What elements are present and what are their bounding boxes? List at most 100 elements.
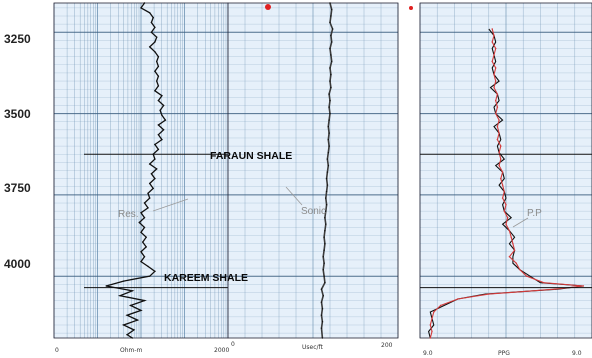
resistivity-label-pointer xyxy=(152,198,189,212)
pp-scale-unit: PPG xyxy=(498,350,510,357)
pore_pressure-point xyxy=(512,243,514,245)
pore-pressure-curve-label: P.P xyxy=(527,208,542,219)
resistivity-point xyxy=(149,197,151,199)
resistivity-point xyxy=(149,12,151,14)
sonic-point xyxy=(329,21,331,24)
sonic-point xyxy=(328,132,330,134)
top-marker-pp xyxy=(409,6,413,10)
resistivity-point xyxy=(140,309,142,312)
sonic-point xyxy=(328,93,330,95)
sonic-point xyxy=(329,67,331,69)
top-marker-sonic xyxy=(265,4,271,10)
resistivity-point xyxy=(147,207,149,209)
pore_pressure-point xyxy=(513,249,516,251)
resistivity-point xyxy=(150,31,153,33)
resistivity-point xyxy=(142,241,144,243)
resistivity-point xyxy=(157,56,160,58)
pore_pressure-point xyxy=(498,164,500,167)
sonic-point xyxy=(327,164,329,167)
resistivity-point xyxy=(150,173,153,175)
pp-scale-max: 9.0 xyxy=(572,350,582,357)
pore_pressure-point xyxy=(501,184,504,186)
resistivity-point xyxy=(157,148,160,151)
pore_pressure-point xyxy=(493,73,495,76)
resistivity-point xyxy=(147,192,149,194)
resistivity-point xyxy=(138,221,140,224)
sonic-point xyxy=(322,269,324,271)
pore_pressure-point xyxy=(505,223,507,225)
sonic-track xyxy=(227,2,399,339)
resistivity-point xyxy=(161,95,163,97)
resistivity-point xyxy=(152,187,154,190)
sonic-point xyxy=(324,217,326,219)
pore_pressure-point xyxy=(498,132,500,134)
resistivity-point xyxy=(159,109,161,112)
sonic-point xyxy=(326,158,329,160)
sonic-point xyxy=(330,86,332,89)
sonic-point xyxy=(328,145,330,147)
resistivity-track xyxy=(53,2,229,339)
pore_pressure-point xyxy=(553,288,555,290)
sonic-point xyxy=(322,295,324,297)
resistivity-point xyxy=(161,138,163,141)
depth-axis: 3250 3500 3750 4000 xyxy=(4,32,31,271)
resistivity-curve xyxy=(106,2,167,339)
sonic-point xyxy=(331,8,333,11)
depth-tick-label: 3500 xyxy=(4,107,31,121)
resistivity-point xyxy=(157,65,160,68)
pore_pressure-curve xyxy=(429,28,584,339)
sonic-curve-label: Sonic xyxy=(301,206,326,217)
depth-tick-label: 3250 xyxy=(4,32,31,46)
pore_pressure-point xyxy=(493,86,495,89)
res-scale-max: 2000 xyxy=(214,347,229,354)
sonic-point xyxy=(325,204,328,206)
resistivity-point xyxy=(143,256,146,258)
sonic-point xyxy=(331,41,333,43)
resistivity-point xyxy=(131,337,133,339)
pore_pressure-point xyxy=(503,190,505,193)
resistivity-point xyxy=(143,299,146,302)
resistivity-point xyxy=(154,90,156,92)
sonic-point xyxy=(325,177,328,180)
sonic-point xyxy=(330,34,332,37)
pore_pressure-point xyxy=(496,106,499,108)
resistivity-point xyxy=(157,134,160,136)
pore_pressure-point xyxy=(510,236,512,238)
resistivity-point xyxy=(156,60,158,63)
sonic-point xyxy=(331,60,333,63)
resistivity-point xyxy=(161,114,163,116)
sonic-point xyxy=(325,223,327,225)
sonic-point xyxy=(322,256,324,258)
pore_pressure-point xyxy=(496,125,499,128)
pore_pressure-point xyxy=(495,112,497,115)
resistivity-point xyxy=(131,290,133,292)
pore_pressure-point xyxy=(496,93,499,95)
resistivity-point xyxy=(105,285,107,287)
resistivity-point xyxy=(140,212,142,214)
resistivity-point xyxy=(140,260,142,263)
sonic-point xyxy=(323,275,325,277)
resistivity-point xyxy=(147,265,149,268)
resistivity-point xyxy=(122,280,125,282)
sonic-point xyxy=(328,106,330,108)
resistivity-point xyxy=(133,329,135,331)
pore_pressure-point xyxy=(505,204,507,206)
sonic-point xyxy=(320,314,323,316)
pore_pressure-point xyxy=(493,34,495,37)
sonic-point xyxy=(329,112,331,115)
resistivity-point xyxy=(140,7,142,9)
sonic-point xyxy=(329,2,331,4)
pore_pressure-point xyxy=(496,138,499,141)
pore_pressure-point xyxy=(582,285,585,287)
resistivity-point xyxy=(162,104,165,107)
sonic-point xyxy=(325,197,327,199)
pore_pressure-frame xyxy=(419,2,592,339)
resistivity-point xyxy=(150,21,153,24)
depth-tick-label: 3750 xyxy=(4,181,31,195)
pore_pressure-point xyxy=(491,41,493,43)
sonic-point xyxy=(320,288,323,290)
res-scale-min: 0 xyxy=(55,347,59,354)
pore_pressure-point xyxy=(457,298,459,300)
pore_pressure-point xyxy=(500,145,502,147)
